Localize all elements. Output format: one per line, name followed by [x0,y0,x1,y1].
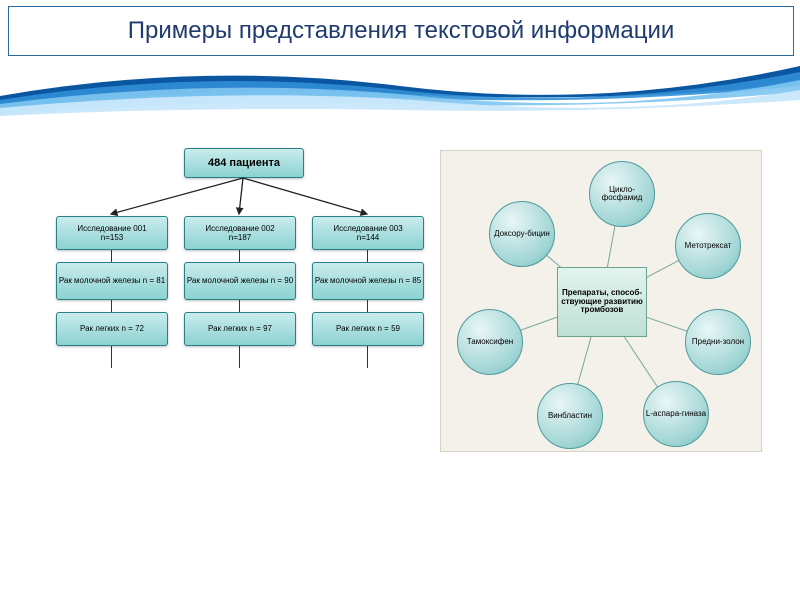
radial-node: Предни-золон [685,309,751,375]
flow-cancer-box: Рак легких n = 59 [312,312,424,346]
flow-root-label: 484 пациента [208,157,280,170]
flow-column-1: Исследование 001 n=153 Рак молочной желе… [56,216,166,358]
flow-n-label: n=153 [101,233,123,242]
flow-study-label: Исследование 002 [205,224,274,233]
wave-decoration [0,56,800,116]
slide: Примеры представления текстовой информац… [0,0,800,600]
radial-node-label: Предни-золон [692,338,744,346]
flow-study-label: Исследование 003 [333,224,402,233]
flow-study-box: Исследование 003 n=144 [312,216,424,250]
flow-study-box: Исследование 002 n=187 [184,216,296,250]
flow-n-label: n=187 [229,233,251,242]
flow-study-box: Исследование 001 n=153 [56,216,168,250]
flow-cancer-label: Рак молочной железы n = 85 [315,276,421,285]
radial-node: L-аспара-гиназа [643,381,709,447]
flow-column-3: Исследование 003 n=144 Рак молочной желе… [312,216,422,358]
radial-node-label: Тамоксифен [467,338,513,346]
flow-cancer-label: Рак легких n = 59 [336,324,400,333]
radial-node: Доксору-бицин [489,201,555,267]
flow-n-label: n=144 [357,233,379,242]
flow-cancer-label: Рак молочной железы n = 81 [59,276,165,285]
flow-cancer-box: Рак молочной железы n = 85 [312,262,424,300]
radial-hub-label: Препараты, способ-ствующие развитию тром… [558,289,646,315]
radial-node-label: Винбластин [548,412,592,420]
title-bar: Примеры представления текстовой информац… [8,6,794,56]
flow-root: 484 пациента [184,148,304,178]
flow-cancer-label: Рак легких n = 97 [208,324,272,333]
radial-hub: Препараты, способ-ствующие развитию тром… [557,267,647,337]
radial-diagram: Препараты, способ-ствующие развитию тром… [440,150,762,452]
flow-cancer-box: Рак легких n = 72 [56,312,168,346]
radial-node: Цикло-фосфамид [589,161,655,227]
radial-node-label: Метотрексат [685,242,732,250]
flowchart: 484 пациента Исследование 001 n=153 Рак … [56,148,416,448]
flow-study-label: Исследование 001 [77,224,146,233]
flow-cancer-box: Рак молочной железы n = 90 [184,262,296,300]
flow-cancer-label: Рак молочной железы n = 90 [187,276,293,285]
radial-node: Метотрексат [675,213,741,279]
radial-node: Винбластин [537,383,603,449]
flow-column-2: Исследование 002 n=187 Рак молочной желе… [184,216,294,358]
page-title: Примеры представления текстовой информац… [128,17,675,45]
radial-node-label: Доксору-бицин [494,230,550,238]
radial-node-label: Цикло-фосфамид [590,186,654,203]
flow-cancer-box: Рак легких n = 97 [184,312,296,346]
flow-cancer-box: Рак молочной железы n = 81 [56,262,168,300]
flow-cancer-label: Рак легких n = 72 [80,324,144,333]
radial-node-label: L-аспара-гиназа [646,410,706,418]
radial-node: Тамоксифен [457,309,523,375]
